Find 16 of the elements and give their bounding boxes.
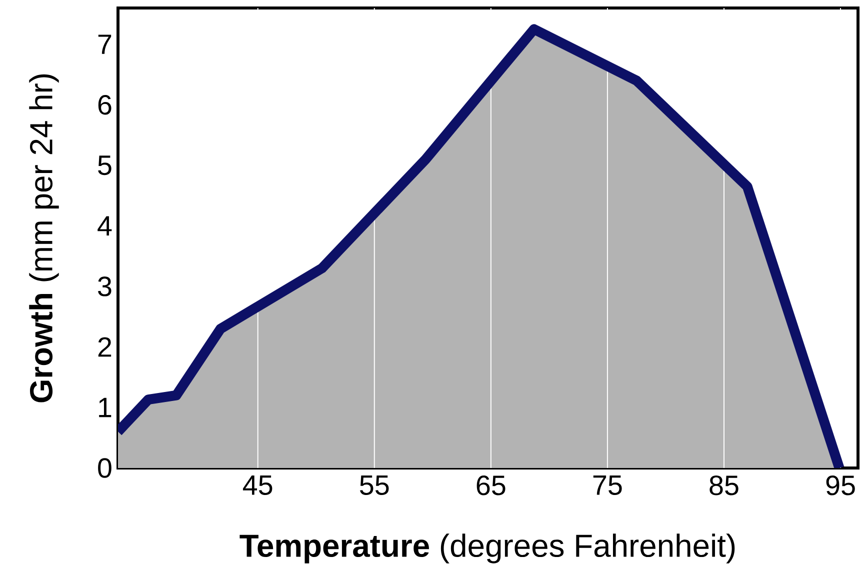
y-tick-label: 0 bbox=[98, 458, 112, 478]
x-axis-title: Temperature (degrees Fahrenheit) bbox=[240, 534, 735, 564]
x-tick-label: 45 bbox=[242, 476, 272, 495]
y-axis-title: Growth (mm per 24 hr) bbox=[29, 74, 59, 402]
x-tick-label: 85 bbox=[710, 476, 738, 496]
x-tick-label: 95 bbox=[826, 476, 855, 496]
y-tick-label: 1 bbox=[99, 398, 112, 418]
x-tick-label: 75 bbox=[593, 476, 622, 495]
y-tick-label: 3 bbox=[98, 276, 112, 296]
y-tick-label: 2 bbox=[98, 337, 112, 357]
y-tick-label: 6 bbox=[98, 94, 112, 115]
y-tick-label: 4 bbox=[98, 216, 112, 236]
x-tick-label: 65 bbox=[476, 476, 506, 496]
y-tick-label: 7 bbox=[98, 34, 112, 54]
x-tick-label: 55 bbox=[360, 476, 389, 495]
y-tick-label: 5 bbox=[98, 156, 112, 176]
